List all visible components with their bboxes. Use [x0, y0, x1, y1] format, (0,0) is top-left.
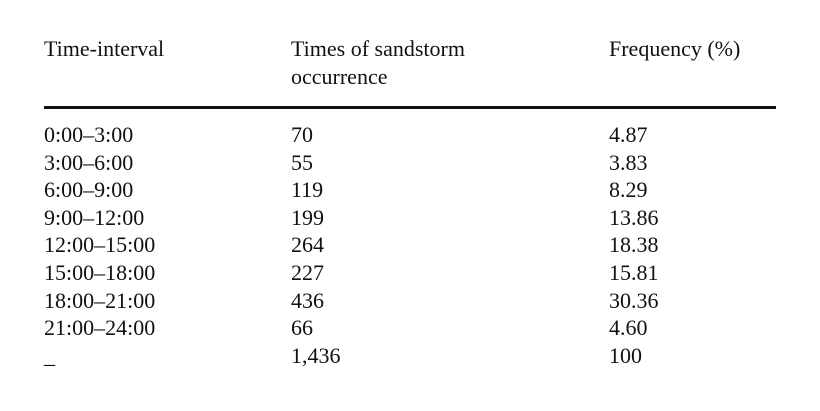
table-cell: 9:00–12:00: [44, 204, 145, 230]
table-cell: 119: [291, 177, 324, 203]
column-header: Frequency (%): [609, 36, 741, 61]
table-cell: 6:00–9:00: [44, 177, 134, 203]
table-cell: 100: [609, 342, 642, 368]
table-cell: 1,436: [291, 342, 341, 368]
table-cell: 18:00–21:00: [44, 287, 156, 313]
table-cell: 15:00–18:00: [44, 260, 156, 285]
table-cell: 0:00–3:00: [44, 122, 134, 147]
table-cell: 55: [291, 149, 313, 175]
table-cell: _: [44, 342, 55, 368]
table-cell: 70: [291, 122, 313, 147]
table-cell: 13.86: [609, 204, 659, 230]
table-cell: 30.36: [609, 287, 659, 313]
table-cell: 199: [291, 204, 324, 230]
table-cell: 4.87: [609, 122, 648, 147]
table-cell: 18.38: [609, 232, 659, 258]
table-cell: 436: [291, 287, 324, 313]
table-cell: 66: [291, 315, 313, 341]
table-cell: 12:00–15:00: [44, 232, 156, 258]
table-cell: 4.60: [609, 315, 648, 341]
column-header: Time-interval: [44, 36, 165, 61]
table-cell: 3.83: [609, 149, 648, 175]
header-rule: [44, 106, 776, 109]
table-cell: 3:00–6:00: [44, 149, 134, 175]
table-cell: 227: [291, 260, 324, 285]
column-header: Times of sandstorm occurrence: [291, 36, 465, 89]
table-cell: 264: [291, 232, 324, 258]
table-cell: 21:00–24:00: [44, 315, 156, 341]
table-cell: 15.81: [609, 260, 659, 285]
table-cell: 8.29: [609, 177, 648, 203]
